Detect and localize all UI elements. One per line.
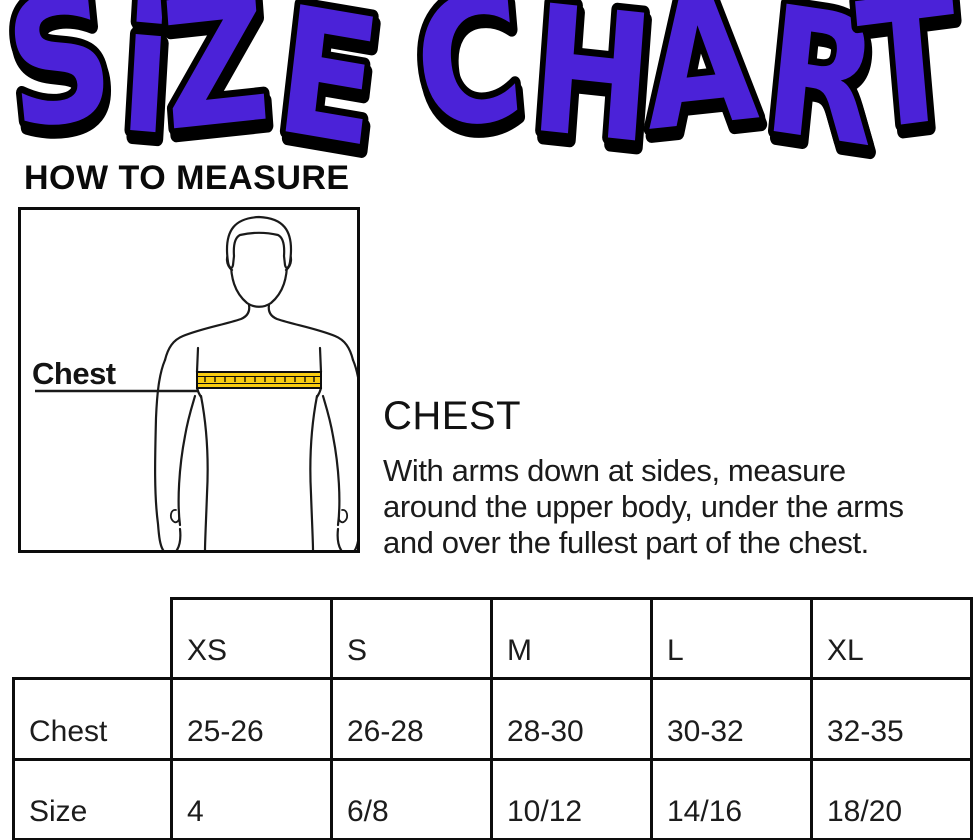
size-value-xs: 4 (170, 758, 333, 840)
page-title-shadow: SiZE CHART (0, 0, 970, 191)
size-value-l: 14/16 (650, 758, 813, 840)
row-label-size: Size (12, 758, 173, 840)
how-to-measure-heading: HOW TO MEASURE (24, 159, 350, 197)
size-table: XS S M L XL Chest 25-26 26-28 28-30 30-3… (12, 597, 973, 840)
chest-value-s: 26-28 (330, 677, 493, 761)
size-table-header-row: XS S M L XL (14, 597, 973, 680)
measure-info-line: and over the fullest part of the chest. (383, 525, 869, 560)
row-label-chest: Chest (12, 677, 173, 761)
table-row-chest: Chest 25-26 26-28 28-30 30-32 32-35 (12, 677, 973, 761)
figure-inner-arm-right (321, 394, 341, 527)
measure-info-block: CHEST With arms down at sides, measure a… (383, 394, 973, 561)
size-column-header-m: M (490, 597, 653, 680)
measure-info-line: around the upper body, under the arms (383, 489, 904, 524)
size-column-header-s: S (330, 597, 493, 680)
size-column-header-xs: XS (170, 597, 333, 680)
table-row-size: Size 4 6/8 10/12 14/16 18/20 (12, 758, 973, 840)
size-value-m: 10/12 (490, 758, 653, 840)
chest-value-xs: 25-26 (170, 677, 333, 761)
figure-hair (225, 215, 293, 269)
figure-arm-left (154, 358, 182, 550)
figure-torso-left (199, 394, 209, 550)
size-column-header-xl: XL (810, 597, 973, 680)
measure-info-heading: CHEST (383, 394, 522, 438)
measure-info-line: With arms down at sides, measure (383, 453, 846, 488)
measurement-figure-box: Chest (18, 207, 360, 553)
measure-info-paragraph: With arms down at sides, measure around … (383, 453, 973, 561)
measurement-figure-illustration (35, 215, 357, 550)
size-value-s: 6/8 (330, 758, 493, 840)
size-column-header-l: L (650, 597, 813, 680)
page-title: SiZE CHART (0, 0, 968, 184)
size-value-xl: 18/20 (810, 758, 973, 840)
title-banner: SiZE CHART SiZE CHART (0, 0, 978, 198)
chest-value-m: 28-30 (490, 677, 653, 761)
figure-face (229, 254, 289, 308)
figure-arm-right (336, 358, 357, 550)
figure-chest-label: Chest (32, 356, 116, 391)
size-table-corner-cell (14, 599, 172, 679)
tape-measure-icon (196, 371, 322, 389)
chest-value-l: 30-32 (650, 677, 813, 761)
figure-inner-arm-left (177, 394, 197, 527)
figure-neck-left (163, 303, 251, 362)
figure-neck-right (267, 303, 355, 362)
figure-torso-right (309, 394, 319, 550)
chest-value-xl: 32-35 (810, 677, 973, 761)
figure-ears (225, 251, 293, 272)
